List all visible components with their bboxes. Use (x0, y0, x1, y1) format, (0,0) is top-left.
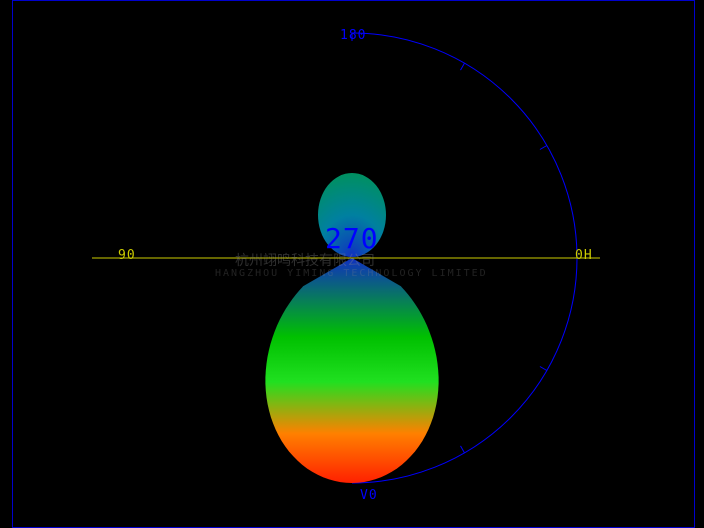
main-lobe (265, 258, 438, 483)
watermark-line1: 杭州翊鸣科技有限公司 (235, 250, 375, 270)
label-bottom: V0 (360, 488, 378, 503)
label-top: 180 (340, 28, 366, 43)
label-right: 0H (575, 248, 593, 263)
label-left: 90 (118, 248, 136, 263)
watermark-line2: HANGZHOU YIMING TECHNOLOGY LIMITED (215, 268, 488, 279)
